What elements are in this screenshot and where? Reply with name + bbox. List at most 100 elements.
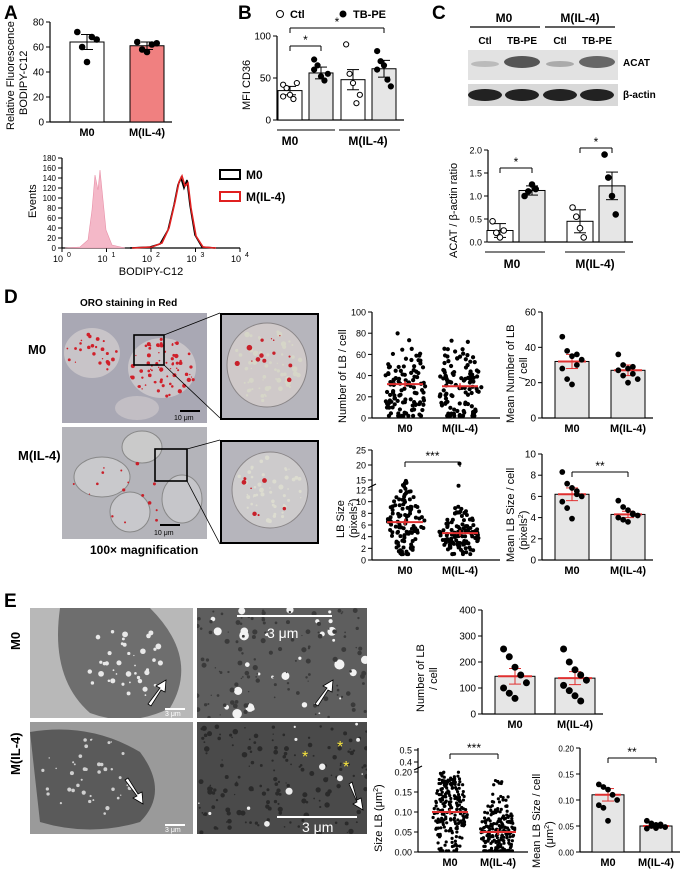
texture-dot	[146, 361, 151, 365]
texture-dot	[277, 806, 283, 812]
data-point	[440, 798, 445, 802]
isotype-histogram	[64, 169, 126, 249]
texture-dot	[273, 751, 277, 755]
data-point	[580, 234, 588, 241]
tem1-scale-label: 3 μm	[165, 711, 181, 718]
texture-dot	[259, 784, 263, 788]
data-point	[343, 41, 350, 48]
texture-dot	[285, 671, 288, 674]
data-point	[499, 807, 503, 811]
data-point	[439, 826, 443, 830]
data-point	[559, 469, 566, 475]
data-point	[442, 818, 446, 822]
texture-dot	[209, 784, 212, 787]
data-point	[469, 404, 474, 409]
hist-y-tick-label: 100	[43, 194, 57, 203]
data-point	[321, 77, 328, 84]
texture-dot	[255, 676, 257, 678]
data-point	[290, 95, 297, 103]
data-point	[438, 820, 442, 824]
texture-dot	[261, 398, 265, 403]
texture-dot	[135, 461, 140, 466]
data-point	[405, 505, 410, 510]
data-point	[502, 835, 506, 839]
data-point	[605, 817, 611, 824]
hist-y-tick-label: 20	[47, 234, 56, 243]
texture-dot	[137, 384, 141, 389]
data-point	[441, 367, 446, 373]
data-point	[420, 407, 425, 413]
texture-dot	[203, 703, 208, 707]
texture-dot	[207, 731, 213, 737]
data-point	[445, 517, 450, 522]
texture-dot	[251, 707, 255, 711]
texture-dot	[257, 514, 260, 517]
texture-dot	[238, 353, 243, 357]
texture-dot	[71, 788, 75, 793]
texture-dot	[107, 741, 111, 745]
texture-dot	[97, 770, 101, 774]
texture-dot	[297, 825, 301, 828]
y-tick-label: 6	[530, 492, 536, 503]
data-point	[153, 39, 161, 47]
y-tick-label: 0.4	[399, 758, 412, 768]
texture-dot	[324, 802, 330, 808]
data-point	[314, 62, 321, 69]
data-point	[508, 821, 513, 825]
data-point	[496, 234, 504, 241]
texture-dot	[247, 690, 250, 693]
texture-dot	[253, 733, 259, 739]
texture-dot	[272, 514, 277, 518]
data-point	[399, 552, 404, 557]
data-point	[393, 524, 398, 529]
texture-dot	[98, 361, 102, 365]
data-point	[455, 790, 460, 794]
data-point	[421, 390, 426, 395]
data-point	[508, 842, 512, 846]
texture-dot	[237, 660, 243, 666]
texture-dot	[273, 799, 278, 804]
data-point	[460, 823, 464, 827]
data-point	[465, 401, 471, 407]
data-point	[449, 536, 454, 541]
data-point	[653, 825, 659, 831]
data-point	[605, 786, 611, 793]
texture-dot	[90, 344, 95, 348]
data-point	[505, 689, 513, 697]
texture-dot	[250, 502, 253, 506]
texture-dot	[99, 762, 104, 767]
data-point	[475, 388, 480, 394]
data-point	[432, 807, 436, 811]
y-tick-label: 0.5	[399, 746, 412, 756]
data-point	[471, 375, 476, 380]
data-point	[410, 547, 415, 552]
data-point	[402, 533, 407, 538]
texture-dot	[67, 787, 72, 792]
data-point	[495, 840, 499, 844]
texture-dot	[301, 798, 307, 804]
data-point	[452, 511, 457, 516]
data-point	[455, 804, 460, 808]
data-point	[459, 506, 464, 511]
texture-dot	[253, 741, 257, 745]
texture-dot	[266, 353, 270, 357]
texture-dot	[364, 746, 367, 751]
texture-dot	[290, 763, 292, 766]
data-point	[629, 363, 636, 370]
y-tick-label: 40	[356, 371, 366, 381]
y-tick-label: 0.05	[558, 823, 574, 832]
texture-dot	[55, 767, 57, 770]
texture-dot	[277, 780, 281, 783]
data-point	[453, 506, 458, 511]
texture-dot	[86, 332, 91, 337]
texture-dot	[253, 485, 257, 489]
data-point	[441, 849, 445, 853]
texture-dot	[283, 826, 286, 828]
texture-dot	[319, 805, 322, 809]
texture-dot	[283, 372, 287, 377]
data-point	[401, 502, 406, 507]
data-point	[496, 797, 500, 801]
data-point	[500, 816, 505, 820]
data-point	[386, 371, 391, 377]
texture-dot	[243, 703, 249, 708]
